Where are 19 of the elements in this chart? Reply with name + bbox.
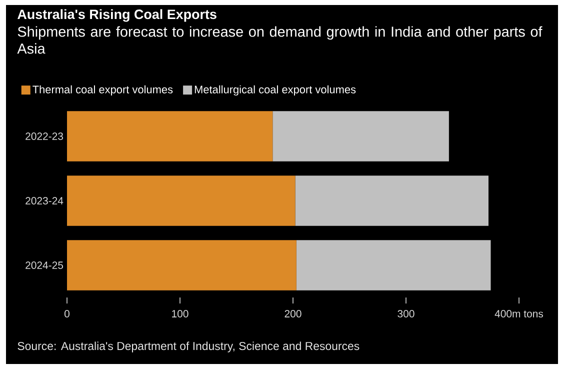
y-tick-label: 2022-23 xyxy=(26,132,64,140)
y-tick-label: 2024-25 xyxy=(26,262,64,269)
bar xyxy=(67,240,296,290)
legend-label: Thermal coal export volumes xyxy=(32,85,173,96)
source-note: Source: Australia's Department of Industry, Science and Resources xyxy=(18,342,360,352)
x-tick-label: 100 xyxy=(172,310,188,318)
x-tick-label: 0 xyxy=(64,310,70,318)
bar xyxy=(296,240,491,290)
chart-title: Australia's Rising Coal Exports xyxy=(18,9,216,22)
bar xyxy=(272,111,449,162)
chart-subtitle: Shipments are forecast to increase on demand growth in India and other parts of Asia xyxy=(17,26,542,54)
x-tick-label: 200 xyxy=(284,310,302,318)
legend-label: Metallurgical coal export volumes xyxy=(194,85,356,96)
x-tick-label: 300 xyxy=(398,310,414,318)
bar xyxy=(67,111,273,162)
y-tick-label: 2023-24 xyxy=(26,197,64,204)
bar xyxy=(295,176,488,226)
bar xyxy=(67,176,296,226)
x-tick-label: 400m tons xyxy=(494,310,544,318)
